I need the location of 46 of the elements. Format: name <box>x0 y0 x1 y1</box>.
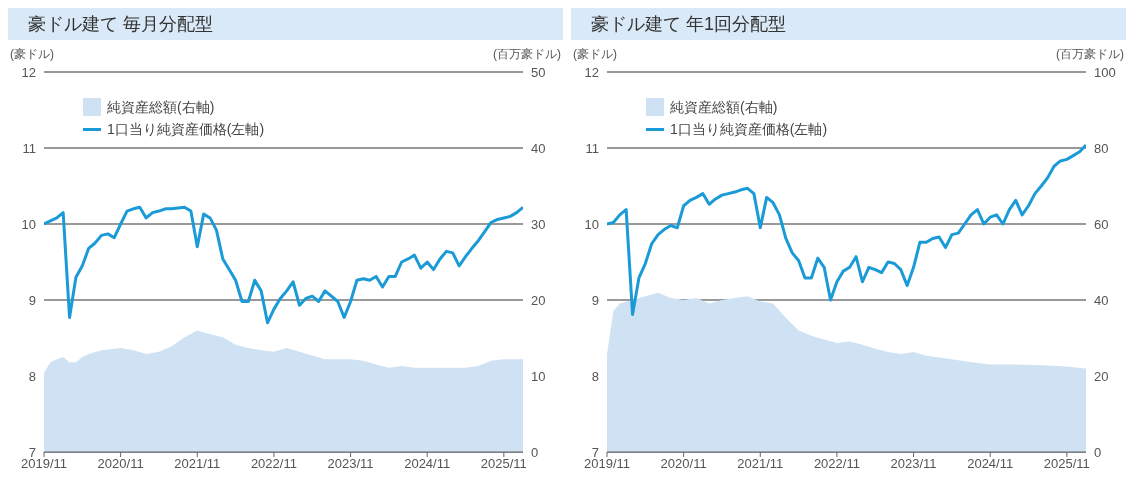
y-tick-label: 8 <box>28 368 36 384</box>
y-tick-label: 10 <box>21 216 36 232</box>
x-tick-label: 2020/11 <box>660 456 707 472</box>
x-tick-label: 2021/11 <box>737 456 784 472</box>
y2-tick-label: 50 <box>531 64 546 80</box>
y2-tick-label: 40 <box>1094 292 1109 308</box>
x-tick-label: 2023/11 <box>890 456 937 472</box>
x-tick-label: 2023/11 <box>327 456 374 472</box>
y-axis-title: (豪ドル) <box>573 46 617 62</box>
legend-label: 純資産総額(右軸) <box>670 98 778 117</box>
x-tick-label: 2022/11 <box>250 456 297 472</box>
y2-tick-label: 60 <box>1094 216 1109 232</box>
x-tick-label: 2025/11 <box>1043 456 1090 472</box>
y-tick-label: 9 <box>591 292 599 308</box>
y2-tick-label: 20 <box>531 292 546 308</box>
y2-axis-title: (百万豪ドル) <box>493 46 561 62</box>
y2-tick-label: 0 <box>531 444 539 460</box>
x-tick-label: 2024/11 <box>404 456 451 472</box>
y-tick-label: 10 <box>584 216 599 232</box>
y2-tick-label: 30 <box>531 216 546 232</box>
y-tick-label: 12 <box>584 64 599 80</box>
chart-title: 豪ドル建て 毎月分配型 <box>8 8 563 40</box>
y2-tick-label: 10 <box>531 368 546 384</box>
y-tick-label: 8 <box>591 368 599 384</box>
legend-label: 1口当り純資産価格(左軸) <box>670 120 828 139</box>
line-series <box>607 143 1086 316</box>
legend-label: 純資産総額(右軸) <box>107 98 215 117</box>
line-series <box>44 205 523 325</box>
y-tick-label: 9 <box>28 292 36 308</box>
legend-label: 1口当り純資産価格(左軸) <box>107 120 265 139</box>
x-tick-label: 2020/11 <box>97 456 144 472</box>
y2-axis-title: (百万豪ドル) <box>1056 46 1124 62</box>
y2-tick-label: 20 <box>1094 368 1109 384</box>
y-tick-label: 12 <box>21 64 36 80</box>
y2-tick-label: 100 <box>1094 64 1116 80</box>
x-tick-label: 2021/11 <box>174 456 221 472</box>
y-axis-title: (豪ドル) <box>10 46 54 62</box>
y2-tick-label: 80 <box>1094 140 1109 156</box>
y2-tick-label: 0 <box>1094 444 1102 460</box>
y2-tick-label: 40 <box>531 140 546 156</box>
chart-title: 豪ドル建て 年1回分配型 <box>571 8 1126 40</box>
x-tick-label: 2025/11 <box>480 456 527 472</box>
x-tick-label: 2022/11 <box>813 456 860 472</box>
y-tick-label: 11 <box>22 140 36 156</box>
y-tick-label: 11 <box>585 140 599 156</box>
x-tick-label: 2024/11 <box>967 456 1014 472</box>
